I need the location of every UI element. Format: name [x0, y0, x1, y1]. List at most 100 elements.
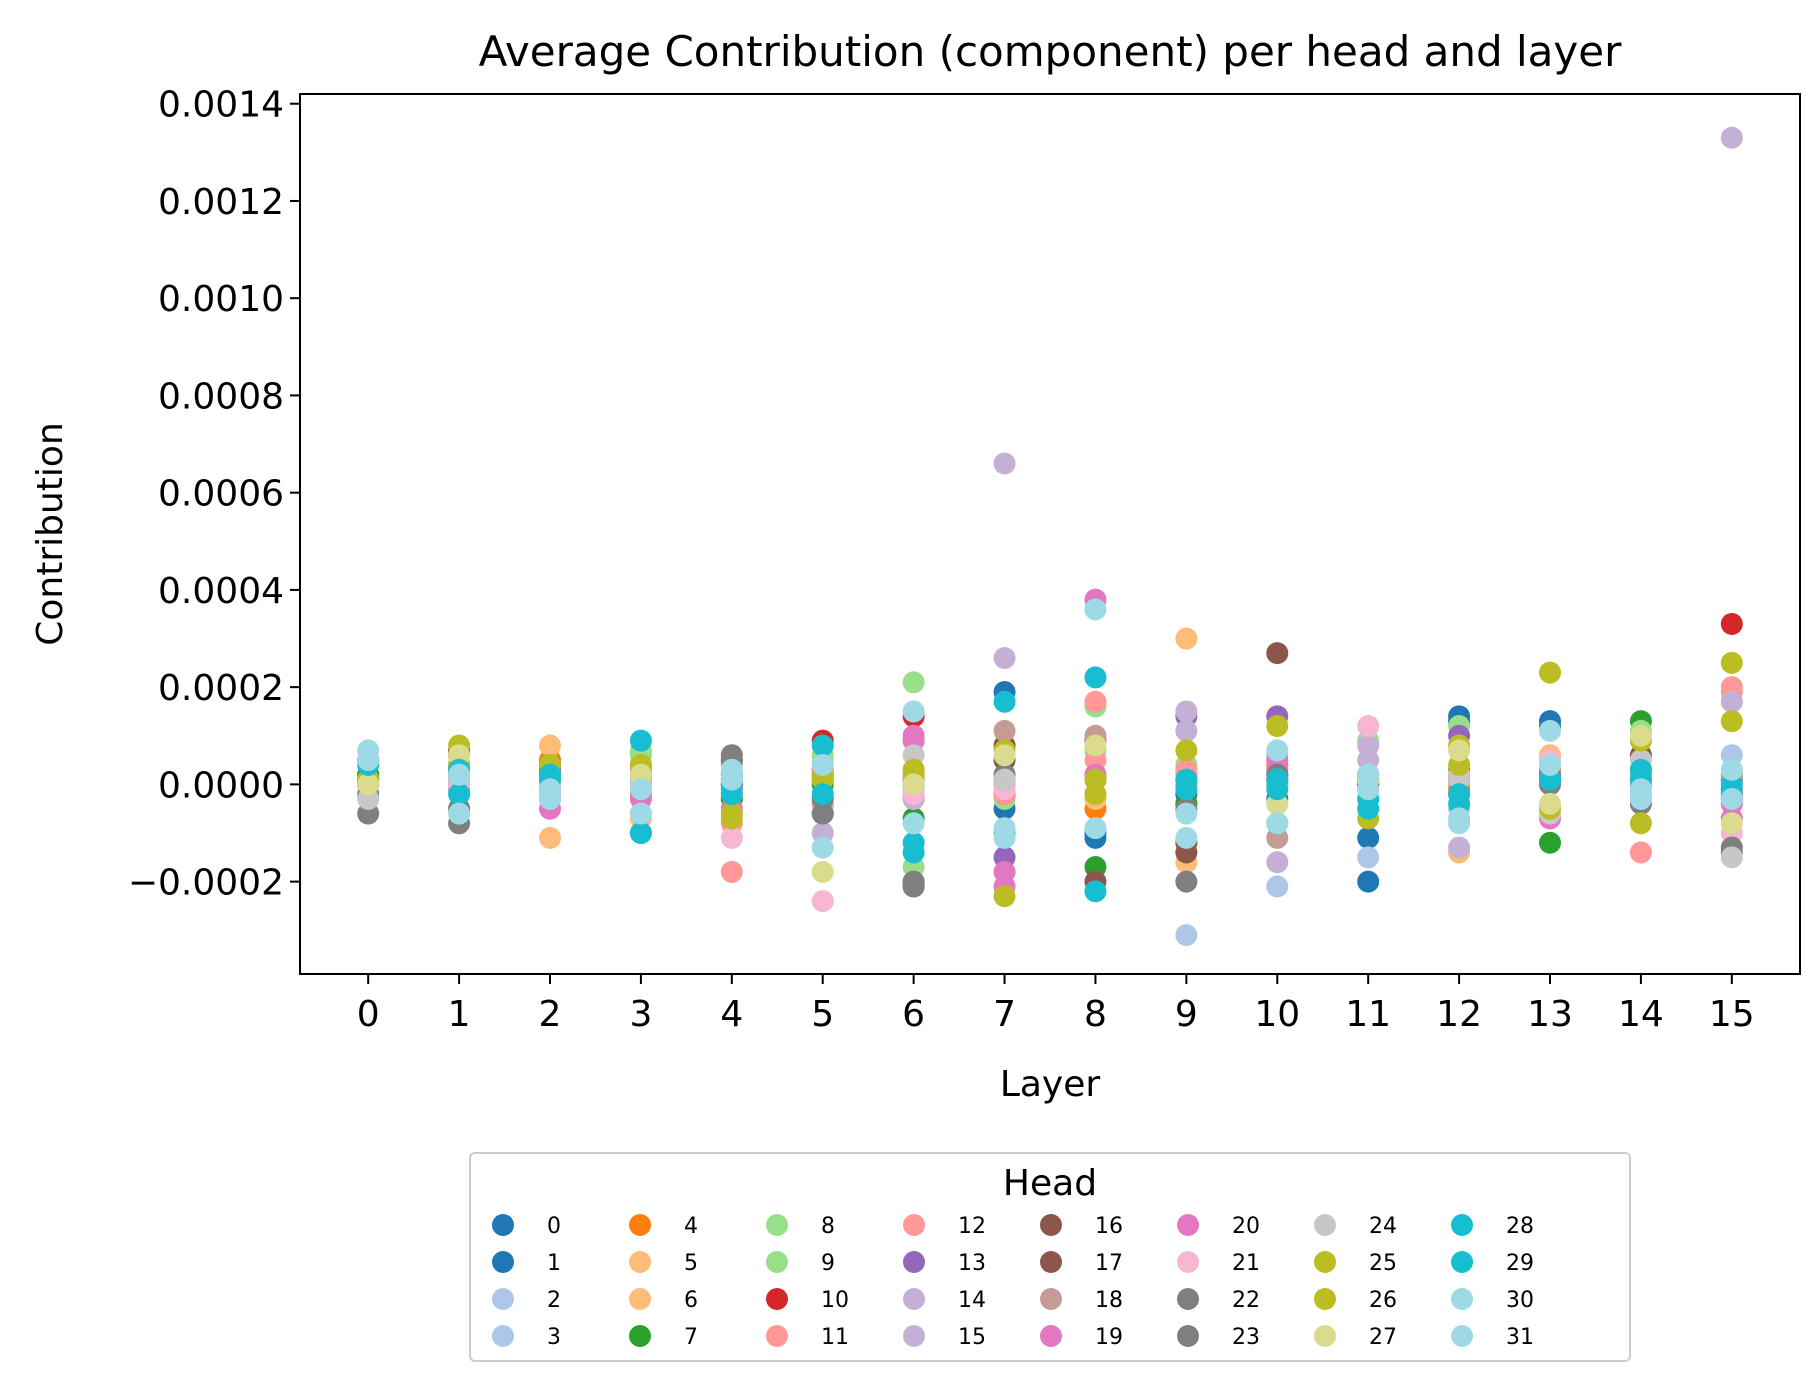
legend-label: 1: [547, 1251, 561, 1276]
data-point-head-26: [1175, 739, 1198, 762]
data-point-head-29: [1266, 778, 1289, 801]
data-point-head-14: [1175, 700, 1198, 723]
data-point-head-25: [993, 885, 1016, 908]
x-tick-label: 11: [1345, 994, 1391, 1035]
data-point-head-29: [1448, 783, 1471, 806]
legend-label: 10: [821, 1288, 849, 1313]
legend-label: 8: [821, 1214, 835, 1239]
data-point-head-14: [1448, 836, 1471, 859]
data-point-head-31: [1357, 778, 1380, 801]
data-point-head-26: [1629, 812, 1652, 835]
x-axis: 0 1 2 3 4 5 6 7 8 9 10 11 12 13 14 15: [357, 974, 1755, 1035]
data-point-head-29: [629, 822, 652, 845]
data-point-head-27: [1539, 792, 1561, 815]
legend-marker: [629, 1288, 651, 1310]
data-point-head-28: [993, 690, 1016, 713]
data-point-head-29: [811, 783, 834, 806]
legend-label: 31: [1506, 1325, 1534, 1350]
data-point-head-30: [1175, 826, 1198, 849]
legend-marker: [766, 1214, 788, 1236]
data-point-head-5: [1175, 627, 1198, 650]
y-tick-label: 0.0010: [158, 279, 284, 320]
legend-label: 17: [1095, 1251, 1123, 1276]
legend-label: 2: [547, 1288, 561, 1313]
data-point-head-21: [720, 826, 743, 849]
legend-marker: [492, 1214, 514, 1236]
data-point-head-6: [539, 826, 561, 849]
data-point-head-31: [1084, 817, 1107, 840]
x-tick-label: 1: [448, 994, 471, 1035]
data-point-head-1: [1357, 870, 1380, 893]
x-tick-label: 8: [1084, 994, 1107, 1035]
legend-marker: [903, 1325, 925, 1347]
data-point-head-14: [1266, 851, 1289, 874]
legend-marker: [1314, 1325, 1336, 1347]
data-point-head-30: [811, 753, 834, 776]
legend-marker: [1451, 1288, 1473, 1310]
y-tick-label: 0.0012: [158, 182, 284, 223]
legend-label: 3: [547, 1325, 561, 1350]
y-tick-label: 0.0004: [158, 571, 284, 612]
legend-label: 23: [1232, 1325, 1260, 1350]
data-point-head-27: [993, 744, 1016, 767]
legend-marker: [903, 1251, 925, 1273]
data-point-head-2: [1266, 875, 1289, 898]
data-point-head-27: [357, 773, 380, 796]
x-tick-label: 7: [993, 994, 1016, 1035]
x-tick-label: 15: [1709, 994, 1755, 1035]
data-point-head-29: [1175, 768, 1198, 791]
data-point-head-2: [1175, 924, 1198, 947]
legend-marker: [1451, 1325, 1473, 1347]
data-point-head-31: [448, 802, 471, 825]
legend-marker: [1040, 1325, 1062, 1347]
data-point-head-10: [1720, 612, 1743, 635]
data-point-head-26: [1084, 783, 1107, 806]
data-point-head-26: [720, 807, 743, 830]
legend-marker: [766, 1288, 788, 1310]
legend-marker: [1177, 1214, 1199, 1236]
legend-marker: [1314, 1251, 1336, 1273]
legend-entries: 0123456789101112131415161718192021222324…: [492, 1214, 1534, 1350]
legend-marker: [766, 1325, 788, 1347]
legend-marker: [1177, 1288, 1199, 1310]
data-point-head-27: [1084, 734, 1107, 757]
data-point-head-31: [539, 787, 561, 810]
data-point-head-26: [1720, 710, 1743, 733]
legend-label: 28: [1506, 1214, 1534, 1239]
legend-label: 13: [958, 1251, 986, 1276]
legend-marker: [492, 1288, 514, 1310]
data-point-head-15: [1175, 719, 1198, 742]
data-point-head-25: [1720, 651, 1743, 674]
legend-marker: [1040, 1288, 1062, 1310]
data-point-head-30: [1539, 719, 1561, 742]
data-point-head-28: [1084, 666, 1107, 689]
y-tick-label: 0.0006: [158, 474, 284, 515]
data-point-head-14: [1720, 126, 1743, 149]
data-point-head-24: [1720, 846, 1743, 869]
data-point-head-30: [1084, 598, 1107, 621]
data-point-head-27: [1448, 739, 1471, 762]
legend-marker: [1177, 1251, 1199, 1273]
data-point-head-15: [993, 646, 1016, 669]
markers-layer: [357, 126, 1743, 947]
data-point-head-15: [1720, 690, 1743, 713]
legend-label: 25: [1369, 1251, 1397, 1276]
plot-frame: [299, 93, 1801, 975]
legend-label: 21: [1232, 1251, 1260, 1276]
data-point-head-22: [1175, 870, 1198, 893]
data-point-head-11: [1084, 690, 1107, 713]
legend-label: 24: [1369, 1214, 1397, 1239]
legend-label: 27: [1369, 1325, 1397, 1350]
data-point-head-27: [1629, 724, 1652, 747]
data-point-head-31: [1175, 802, 1198, 825]
legend-label: 26: [1369, 1288, 1397, 1313]
data-point-head-28: [629, 729, 652, 752]
legend-label: 14: [958, 1288, 986, 1313]
data-point-head-0: [1357, 826, 1380, 849]
data-point-head-31: [1266, 812, 1289, 835]
data-point-head-31: [902, 812, 925, 835]
data-point-head-31: [1720, 787, 1743, 810]
data-point-head-29: [1629, 758, 1652, 781]
x-tick-label: 4: [720, 994, 743, 1035]
